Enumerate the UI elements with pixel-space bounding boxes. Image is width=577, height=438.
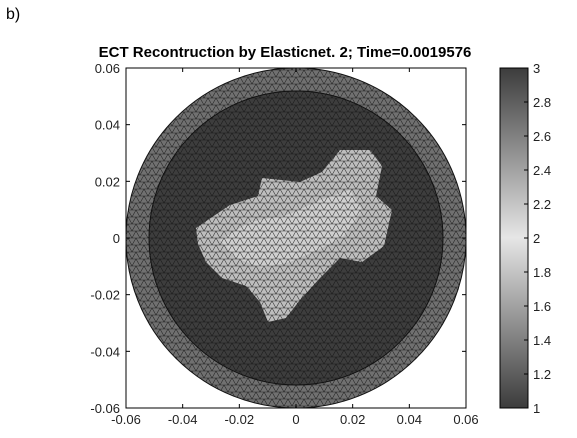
reconstruction-disc xyxy=(126,68,466,408)
y-tick-label: -0.02 xyxy=(90,288,120,303)
colorbar-axis: 3 2.8 2.6 2.4 2.2 2 1.8 1.6 1.4 1.2 1 xyxy=(524,61,551,416)
y-tick-label: 0.06 xyxy=(95,61,120,76)
x-tick-label: -0.02 xyxy=(225,412,255,427)
x-tick-label: 0.06 xyxy=(453,412,478,427)
y-tick-label: -0.06 xyxy=(90,401,120,416)
x-tick-label: -0.06 xyxy=(111,412,141,427)
colorbar-tick-label: 2.4 xyxy=(533,163,551,178)
colorbar xyxy=(499,67,529,409)
chart-title: ECT Recontruction by Elasticnet. 2; Time… xyxy=(98,44,472,61)
x-tick-label: 0.02 xyxy=(340,412,365,427)
x-tick-label: 0.04 xyxy=(397,412,422,427)
colorbar-tick-label: 1.2 xyxy=(533,367,551,382)
colorbar-tick-label: 2.8 xyxy=(533,95,551,110)
colorbar-tick-label: 1.6 xyxy=(533,299,551,314)
x-tick-label: 0 xyxy=(292,412,299,427)
y-tick-label: 0 xyxy=(113,231,120,246)
x-axis: -0.06 -0.04 -0.02 0 0.02 0.04 0.06 xyxy=(111,68,479,427)
colorbar-tick-label: 1.8 xyxy=(533,265,551,280)
colorbar-tick-label: 2 xyxy=(533,231,540,246)
y-tick-label: 0.02 xyxy=(95,174,120,189)
x-tick-label: -0.04 xyxy=(168,412,198,427)
y-axis: 0.06 0.04 0.02 0 -0.02 -0.04 -0.06 xyxy=(90,61,466,416)
colorbar-tick-label: 1 xyxy=(533,401,540,416)
colorbar-tick-label: 3 xyxy=(533,61,540,76)
colorbar-tick-label: 2.6 xyxy=(533,129,551,144)
colorbar-tick-label: 1.4 xyxy=(533,333,551,348)
y-tick-label: 0.04 xyxy=(95,118,120,133)
panel-label: b) xyxy=(6,6,21,23)
y-tick-label: -0.04 xyxy=(90,344,120,359)
colorbar-tick-label: 2.2 xyxy=(533,197,551,212)
